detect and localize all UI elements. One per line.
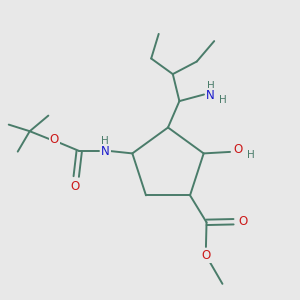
Text: O: O — [50, 133, 59, 146]
Text: O: O — [234, 143, 243, 156]
Text: H: H — [247, 150, 254, 160]
Text: H: H — [207, 80, 214, 91]
Text: N: N — [101, 145, 110, 158]
Text: H: H — [101, 136, 109, 146]
Text: H: H — [219, 95, 226, 105]
Text: O: O — [70, 180, 80, 193]
Text: N: N — [206, 88, 215, 102]
Text: O: O — [201, 249, 211, 262]
Text: O: O — [238, 215, 248, 228]
